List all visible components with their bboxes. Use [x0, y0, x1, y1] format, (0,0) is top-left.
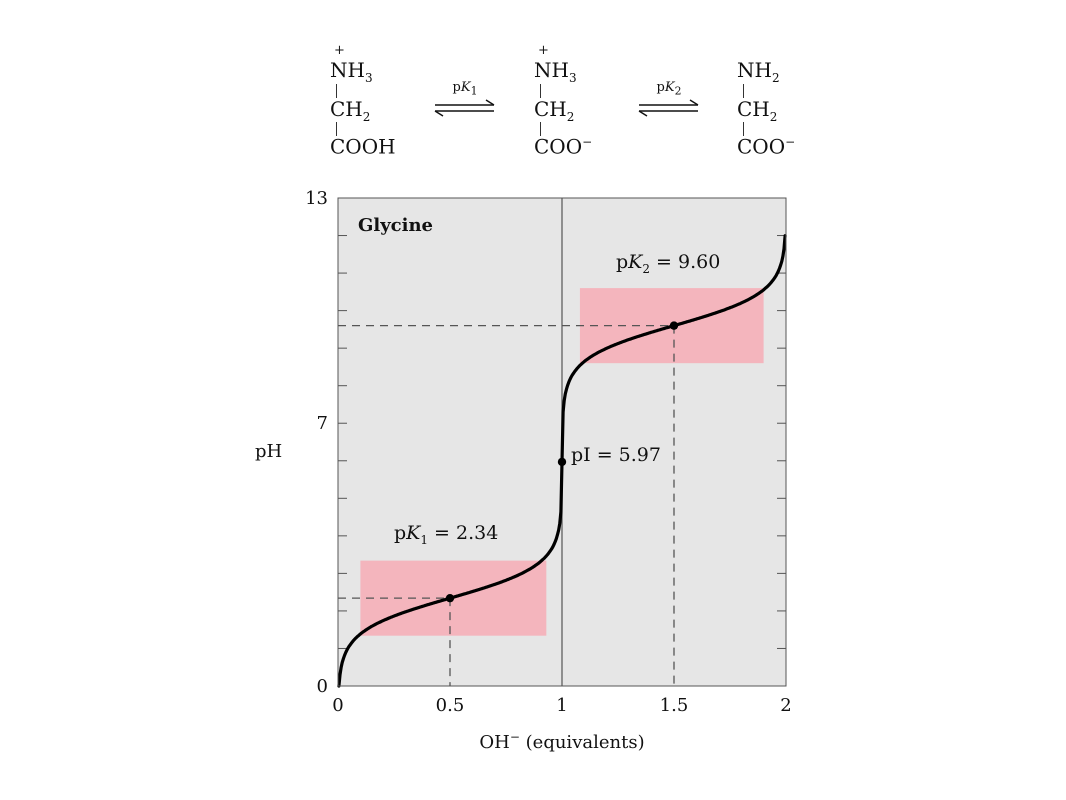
species-1-bond-2 [336, 122, 337, 136]
species-2: + NH3 CH2 COO− [534, 44, 614, 164]
species-1-charge: + [334, 43, 345, 58]
equilibrium-pk2-label: pK2 [656, 80, 682, 98]
y-tick-label: 7 [317, 413, 328, 434]
key-point-3 [669, 321, 679, 330]
pk2-annotation: pK2 = 9.60 [616, 251, 720, 276]
species-2-charge: + [538, 43, 549, 58]
species-3-carboxylate: COO− [737, 134, 796, 159]
species-1-bond-1 [336, 84, 337, 98]
key-points [445, 321, 679, 603]
species-1: + NH3 CH2 COOH [330, 44, 410, 164]
species-2-carboxylate: COO− [534, 134, 593, 159]
x-tick-label: 0.5 [436, 695, 465, 716]
species-2-amine: NH3 [534, 58, 577, 85]
species-1-methylene: CH2 [330, 97, 371, 124]
tick-labels: 0 0.5 1 1.5 2 0 7 13 [305, 188, 792, 716]
x-axis-label: OH− (equivalents) [479, 730, 644, 753]
x-tick-label: 0 [332, 695, 343, 716]
equilibrium-pk1: pK1 [432, 80, 498, 120]
x-tick-label: 2 [780, 695, 791, 716]
species-2-bond-2 [540, 122, 541, 136]
species-3: NH2 CH2 COO− [737, 44, 817, 164]
equilibrium-arrows-2 [638, 99, 699, 117]
species-1-carboxyl: COOH [330, 134, 396, 159]
species-3-amine: NH2 [737, 58, 780, 85]
pi-annotation: pI = 5.97 [571, 444, 661, 466]
species-3-bond-1 [743, 84, 744, 98]
equilibrium-arrows-1 [434, 99, 495, 117]
species-3-methylene: CH2 [737, 97, 778, 124]
equilibrium-pk2: pK2 [636, 80, 702, 120]
plot-frame [337, 197, 787, 687]
species-3-bond-2 [743, 122, 744, 136]
species-1-amine: NH3 [330, 58, 373, 85]
x-tick-label: 1.5 [660, 695, 689, 716]
chart-title: Glycine [358, 215, 433, 236]
key-point-2 [557, 457, 567, 467]
equilibrium-pk1-label: pK1 [452, 80, 478, 98]
species-2-bond-1 [540, 84, 541, 98]
species-2-methylene: CH2 [534, 97, 575, 124]
y-tick-label: 13 [305, 188, 328, 209]
y-axis-label: pH [255, 441, 282, 462]
y-tick-label: 0 [317, 676, 328, 697]
pk1-annotation: pK1 = 2.34 [394, 522, 498, 547]
x-tick-label: 1 [556, 695, 567, 716]
key-point-1 [445, 593, 455, 603]
